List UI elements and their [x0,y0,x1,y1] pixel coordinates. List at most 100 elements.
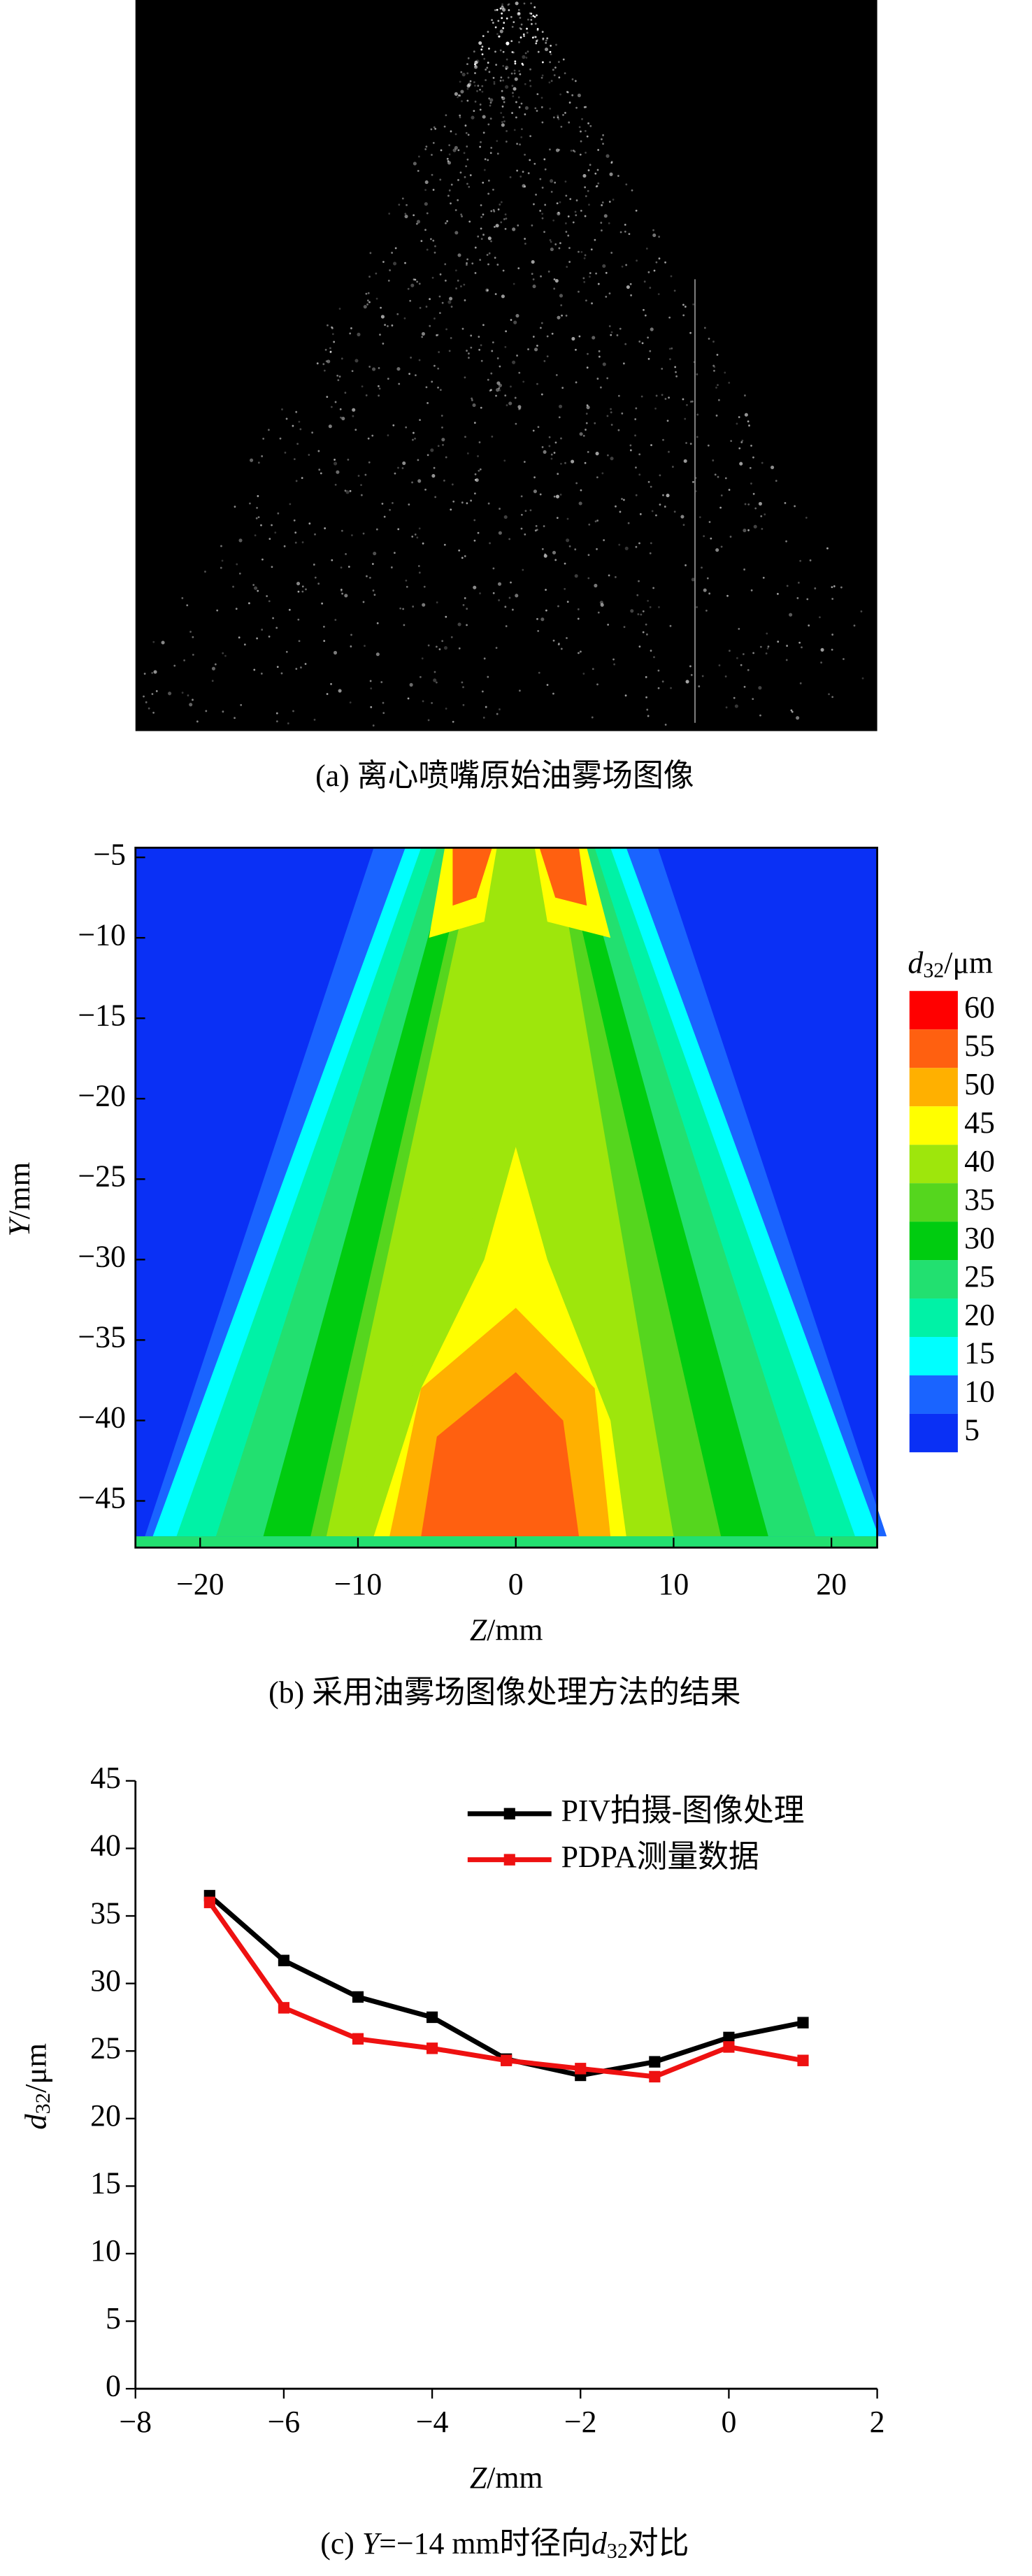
droplet [715,386,717,389]
legend-marker [503,1854,515,1866]
droplet [655,394,658,397]
droplet [713,366,716,368]
droplet [716,353,719,356]
droplet [418,359,421,362]
droplet [543,450,547,454]
droplet [489,104,492,107]
droplet [538,671,540,674]
droplet [274,531,277,534]
droplet [443,543,446,546]
droplet [256,637,258,640]
droplet [505,625,508,627]
droplet [510,385,512,388]
droplet [594,422,596,424]
droplet [494,9,496,11]
droplet [491,350,494,352]
droplet [360,494,363,496]
droplet [406,585,408,588]
droplet [433,671,436,673]
y-tick-label: 20 [90,2098,121,2133]
droplet [417,155,420,158]
droplet [544,203,547,206]
droplet [669,624,672,627]
droplet [582,673,585,675]
droplet [597,611,600,614]
droplet [585,151,587,154]
droplet [560,462,562,465]
droplet [349,332,352,335]
droplet [457,253,461,257]
droplet [449,296,453,301]
droplet [479,592,481,594]
droplet [734,704,738,708]
droplet [546,684,549,686]
droplet [685,680,689,684]
droplet [497,208,500,210]
droplet [557,473,559,475]
droplet [534,529,537,532]
droplet [466,99,469,102]
droplet [585,299,587,302]
droplet [249,502,251,505]
droplet [540,275,542,278]
droplet [575,348,577,351]
droplet [487,159,489,162]
droplet [366,303,368,306]
droplet [536,617,538,620]
droplet [295,480,298,482]
droplet [387,325,389,327]
droplet [536,93,539,96]
droplet [574,210,577,213]
droplet [637,613,640,615]
droplet [470,499,473,502]
droplet [296,443,299,445]
droplet [668,348,671,350]
x-tick-label: 0 [721,2405,736,2439]
droplet [775,480,777,482]
droplet [501,17,503,20]
droplet [511,26,514,28]
droplet [344,594,348,598]
droplet [362,601,365,603]
droplet [341,416,345,421]
droplet [575,199,578,201]
x-tick-label: 20 [816,1566,847,1601]
droplet [281,408,283,410]
droplet [750,589,753,592]
droplet [650,485,652,488]
droplet [238,538,243,543]
droplet [598,355,601,358]
droplet [557,211,561,216]
droplet [287,722,289,724]
droplet [743,568,745,571]
droplet [549,148,551,151]
droplet [427,644,430,647]
droplet [533,162,536,165]
droplet [284,451,287,454]
droplet [522,33,525,36]
droplet [634,434,636,437]
droplet [368,576,371,579]
droplet [466,158,469,161]
series-line [208,1894,804,2078]
droplet [505,217,508,220]
droplet [399,607,402,610]
droplet [375,272,378,275]
droplet [520,527,523,530]
droplet [299,428,302,431]
droplet [380,306,382,309]
droplet [586,406,590,410]
droplet [445,114,447,117]
droplet [651,510,654,513]
droplet [389,269,392,271]
droplet [323,640,326,642]
y-tick-label: 10 [90,2233,121,2268]
droplet [373,594,376,596]
droplet [619,327,622,330]
droplet [378,385,380,387]
droplet [431,154,433,156]
marker [797,2017,809,2028]
droplet [492,22,494,24]
droplet [448,189,451,192]
droplet [584,215,587,217]
